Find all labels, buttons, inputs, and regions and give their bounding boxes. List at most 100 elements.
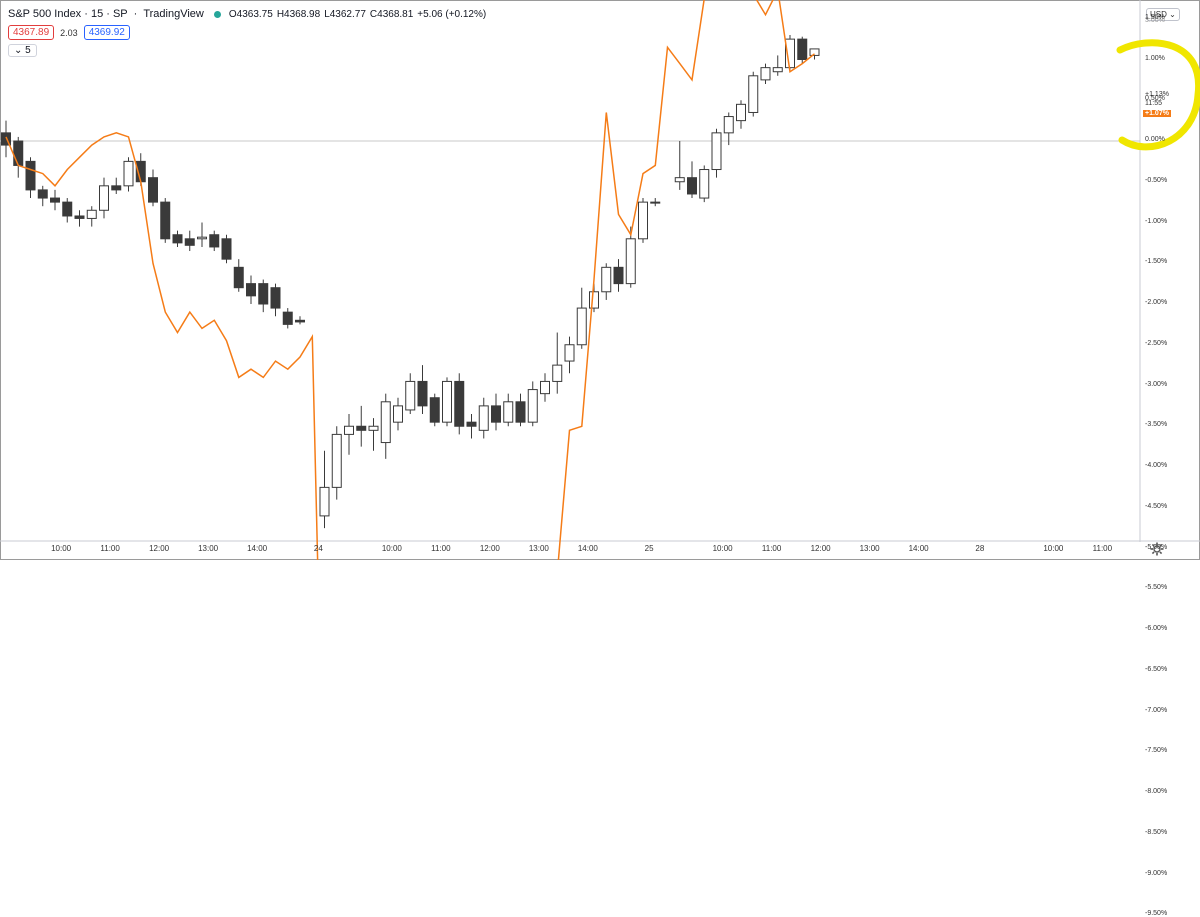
candle <box>111 177 122 194</box>
x-tick-label: 28 <box>975 544 985 553</box>
candle-body <box>466 421 477 427</box>
candle <box>25 157 36 199</box>
candle-body <box>344 425 354 435</box>
chart-plot[interactable] <box>0 0 1200 560</box>
candle <box>699 165 710 203</box>
y-tick-label: -3.00% <box>1145 380 1168 388</box>
provider-name: TradingView <box>143 8 204 20</box>
y-tick-label: -8.50% <box>1145 828 1168 836</box>
candle-body <box>711 132 722 171</box>
compare-percent-tag: +1.13% <box>1145 91 1169 98</box>
candle <box>564 336 575 374</box>
candle-body <box>564 344 575 362</box>
ohlc-high: H4368.98 <box>276 8 321 20</box>
candle-body <box>589 291 599 309</box>
candle-body <box>576 307 587 346</box>
candle <box>393 397 403 431</box>
candle <box>466 414 477 439</box>
candle <box>344 414 354 455</box>
currency-select[interactable]: USD ⌄ <box>1146 8 1180 21</box>
candle-body <box>258 283 269 305</box>
candle <box>184 230 195 252</box>
gear-icon[interactable] <box>1150 542 1164 561</box>
candle-body <box>723 116 734 134</box>
candle-body <box>429 397 440 423</box>
candle-body <box>25 160 36 191</box>
candle <box>86 206 97 227</box>
candle-body <box>356 425 367 431</box>
candle <box>723 112 734 146</box>
y-tick-label: 1.00% <box>1145 54 1165 62</box>
candle <box>797 36 808 64</box>
candle <box>405 373 416 415</box>
y-tick-label: -9.00% <box>1145 869 1168 877</box>
indicators-toggle-button[interactable]: ⌄ 5 <box>8 44 37 57</box>
candle <box>282 308 293 329</box>
y-tick-label: -2.50% <box>1145 339 1168 347</box>
y-tick-label: -7.00% <box>1145 706 1168 714</box>
x-tick-label: 14:00 <box>908 544 929 553</box>
candle-body <box>454 380 465 427</box>
buy-price-button[interactable]: 4369.92 <box>83 25 130 40</box>
candle <box>197 222 207 247</box>
candle-body <box>601 266 612 293</box>
candle-body <box>99 185 109 211</box>
y-tick-label: -4.50% <box>1145 502 1168 510</box>
ohlc-low: L4362.77 <box>324 8 366 20</box>
x-tick-label: 10:00 <box>381 544 402 553</box>
candle <box>736 100 746 129</box>
candle <box>123 157 134 192</box>
yellow-annotation-arc <box>1116 39 1200 151</box>
candle <box>540 373 550 402</box>
candle <box>515 393 526 427</box>
y-tick-label: -0.50% <box>1145 176 1168 184</box>
y-tick-label: 0.00% <box>1145 136 1165 143</box>
candle-body <box>527 389 538 423</box>
symbol-title[interactable]: S&P 500 Index · 15 · SP <box>8 8 128 20</box>
x-tick-label: 14:00 <box>247 544 268 553</box>
candle-body <box>613 266 624 285</box>
candle <box>209 230 220 252</box>
chevron-down-icon: ⌄ <box>1169 10 1176 19</box>
candle-body <box>197 236 207 240</box>
x-tick-label: 10:00 <box>712 544 733 553</box>
candle <box>356 405 367 447</box>
candle-body <box>86 209 97 219</box>
candle <box>454 373 465 435</box>
indicators-row: ⌄ 5 <box>8 44 37 57</box>
x-tick-label: 13:00 <box>859 544 880 553</box>
candle-body <box>650 201 661 204</box>
candle-body <box>417 380 428 407</box>
candle <box>380 393 391 459</box>
x-tick-label: 11:00 <box>100 544 120 553</box>
y-tick-label: -2.00% <box>1145 299 1168 306</box>
candle-body <box>233 266 244 289</box>
candle-body <box>515 401 526 423</box>
candle-body <box>1 132 11 146</box>
candle <box>1 120 11 158</box>
candle-body <box>809 48 820 56</box>
candle <box>491 393 501 431</box>
candle-body <box>282 311 293 325</box>
trade-buttons-row: 4367.89 2.03 4369.92 <box>8 25 136 40</box>
candle <box>613 259 624 292</box>
ohlc-open: O4363.75 <box>228 8 273 20</box>
candle-body <box>221 238 232 260</box>
candle-body <box>699 169 710 199</box>
comparison-line-series <box>5 0 815 560</box>
currency-label: USD <box>1150 10 1167 19</box>
x-tick-label: 11:00 <box>761 544 782 553</box>
candle-body <box>246 283 256 297</box>
candle <box>527 381 538 427</box>
y-tick-label: -6.50% <box>1145 665 1168 673</box>
candle <box>319 450 330 529</box>
candle <box>687 161 697 199</box>
y-tick-label: -6.00% <box>1145 625 1168 632</box>
candle-body <box>503 401 514 423</box>
y-tick-label: -8.00% <box>1145 788 1168 795</box>
candle-body <box>319 486 330 517</box>
candle-body <box>184 238 195 246</box>
candle <box>50 189 60 211</box>
candle-body <box>491 405 501 423</box>
sell-price-button[interactable]: 4367.89 <box>8 25 55 40</box>
